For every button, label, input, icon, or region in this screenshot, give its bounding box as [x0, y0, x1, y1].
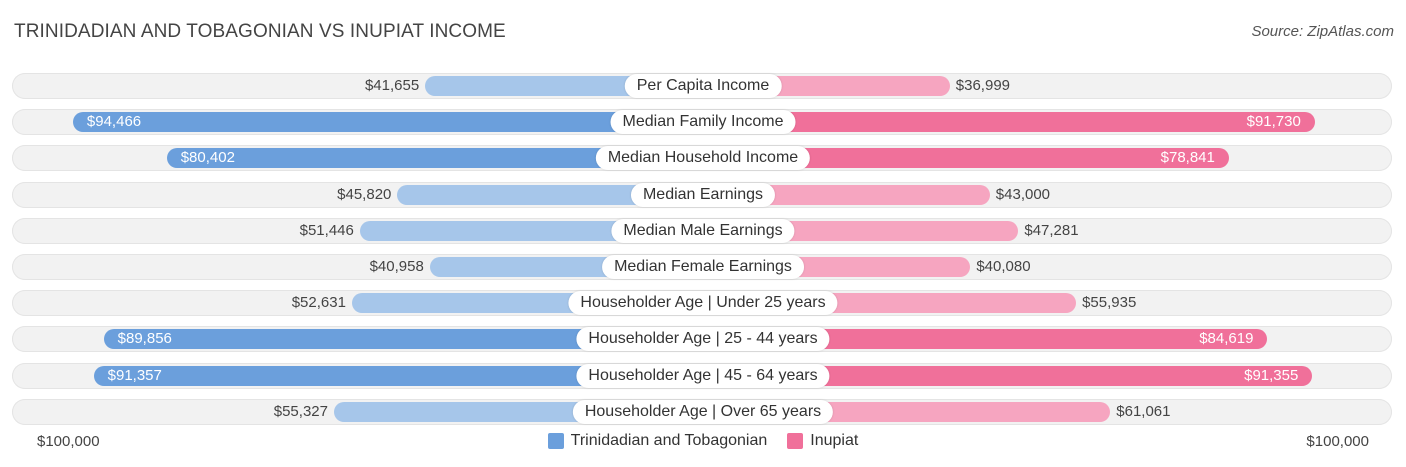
- bar-series-2: [703, 366, 1313, 386]
- category-label: Median Family Income: [610, 110, 796, 134]
- category-label: Median Male Earnings: [611, 219, 795, 243]
- category-label: Median Household Income: [595, 146, 811, 170]
- chart-source: Source: ZipAtlas.com: [1251, 23, 1394, 40]
- bar-series-2: [703, 148, 1229, 168]
- bar-series-1: [166, 148, 703, 168]
- value-label-series-1: $41,655: [364, 77, 420, 94]
- category-label: Householder Age | Over 65 years: [572, 400, 834, 424]
- value-label-series-2: $40,080: [976, 258, 1031, 275]
- value-label-series-1: $55,327: [273, 403, 328, 420]
- value-label-series-1: $80,402: [180, 149, 235, 166]
- category-label: Median Earnings: [630, 183, 776, 207]
- legend-swatch-series-2: [787, 433, 804, 449]
- bar-series-1: [93, 366, 703, 386]
- value-label-series-2: $61,061: [1116, 403, 1171, 420]
- legend: Trinidadian and Tobagonian Inupiat: [0, 432, 1406, 450]
- value-label-series-1: $51,446: [299, 222, 354, 239]
- category-label: Householder Age | 25 - 44 years: [576, 327, 830, 351]
- value-label-series-2: $55,935: [1082, 294, 1137, 311]
- bar-series-2: [703, 185, 990, 205]
- value-label-series-2: $43,000: [995, 186, 1051, 203]
- axis-right-label: $100,000: [1306, 433, 1369, 450]
- legend-item-series-1: Trinidadian and Tobagonian: [547, 432, 768, 450]
- category-label: Per Capita Income: [624, 74, 782, 98]
- value-label-series-1: $89,856: [117, 330, 172, 347]
- value-label-series-2: $36,999: [955, 77, 1011, 94]
- bar-series-1: [72, 112, 703, 132]
- value-label-series-1: $52,631: [291, 294, 346, 311]
- value-label-series-1: $91,357: [107, 367, 162, 384]
- value-label-series-1: $40,958: [369, 258, 424, 275]
- value-label-series-2: $91,730: [1246, 113, 1301, 130]
- chart-title: TRINIDADIAN AND TOBAGONIAN VS INUPIAT IN…: [14, 21, 506, 42]
- category-label: Householder Age | 45 - 64 years: [576, 364, 830, 388]
- bar-series-2: [703, 329, 1268, 349]
- legend-label-series-2: Inupiat: [810, 432, 859, 449]
- value-label-series-1: $45,820: [337, 186, 392, 203]
- value-label-series-2: $78,841: [1160, 149, 1215, 166]
- category-label: Householder Age | Under 25 years: [568, 291, 838, 315]
- legend-label-series-1: Trinidadian and Tobagonian: [570, 432, 768, 449]
- value-label-series-2: $84,619: [1199, 330, 1254, 347]
- axis-left-label: $100,000: [37, 433, 100, 450]
- value-label-series-2: $47,281: [1024, 222, 1079, 239]
- value-label-series-1: $94,466: [86, 113, 142, 130]
- value-label-series-2: $91,355: [1244, 367, 1299, 384]
- bar-series-1: [103, 329, 703, 349]
- bar-series-2: [703, 112, 1315, 132]
- legend-item-series-2: Inupiat: [787, 432, 858, 450]
- bar-series-1: [397, 185, 703, 205]
- legend-swatch-series-1: [547, 433, 564, 449]
- category-label: Median Female Earnings: [602, 255, 804, 279]
